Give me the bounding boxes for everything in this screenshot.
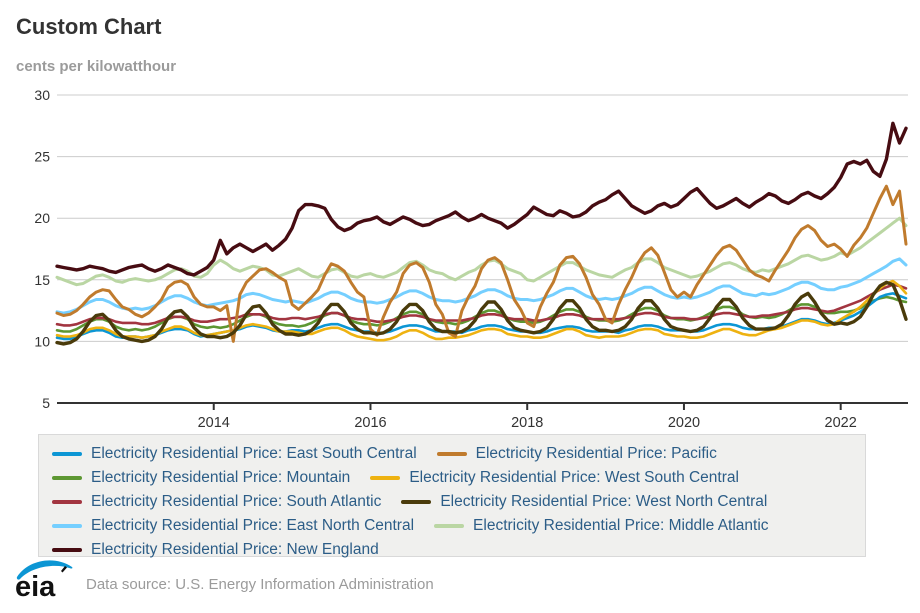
legend-swatch-icon: [436, 451, 467, 456]
y-tick-label-10: 10: [34, 333, 50, 349]
x-tick-label-2018: 2018: [511, 415, 543, 430]
legend-label: Electricity Residential Price: Pacific: [475, 444, 717, 462]
x-tick-label-2014: 2014: [198, 415, 230, 430]
series-line-south-atlantic: [55, 283, 908, 327]
legend-item-west-south-central[interactable]: Electricity Residential Price: West Sout…: [370, 466, 739, 489]
legend-swatch-icon: [434, 523, 465, 528]
footer: eia Data source: U.S. Energy Information…: [0, 556, 920, 606]
y-tick-label-15: 15: [34, 272, 50, 288]
legend-item-east-north-central[interactable]: Electricity Residential Price: East Nort…: [52, 514, 414, 537]
legend-label: Electricity Residential Price: East Nort…: [91, 516, 415, 534]
series-line-middle-atlantic: [55, 216, 908, 287]
series-line-west-south-central: [55, 279, 908, 342]
series-line-west-north-central: [55, 280, 908, 346]
eia-logo-text: eia: [15, 571, 56, 602]
legend-item-east-south-central[interactable]: Electricity Residential Price: East Sout…: [52, 442, 417, 465]
legend-swatch-icon: [52, 523, 82, 528]
data-source-text: Data source: U.S. Energy Information Adm…: [86, 576, 434, 593]
legend-item-pacific[interactable]: Electricity Residential Price: Pacific: [436, 442, 717, 465]
y-tick-label-30: 30: [34, 87, 50, 103]
y-tick-label-25: 25: [34, 149, 50, 165]
legend-label: Electricity Residential Price: Middle At…: [473, 516, 769, 534]
series-line-new-england: [55, 121, 908, 277]
x-tick-label-2020: 2020: [668, 415, 700, 430]
legend-item-middle-atlantic[interactable]: Electricity Residential Price: Middle At…: [434, 514, 769, 537]
eia-swoosh-icon: [16, 560, 73, 580]
legend-item-mountain[interactable]: Electricity Residential Price: Mountain: [52, 466, 350, 489]
legend-label: Electricity Residential Price: New Engla…: [91, 540, 379, 558]
y-tick-label-20: 20: [34, 210, 50, 226]
legend-label: Electricity Residential Price: Mountain: [91, 468, 351, 486]
x-tick-label-2022: 2022: [825, 415, 857, 430]
chart-legend: Electricity Residential Price: East Sout…: [38, 434, 866, 558]
legend-label: Electricity Residential Price: South Atl…: [91, 492, 382, 510]
y-tick-label-5: 5: [42, 395, 50, 411]
legend-item-south-atlantic[interactable]: Electricity Residential Price: South Atl…: [52, 490, 381, 513]
legend-item-west-north-central[interactable]: Electricity Residential Price: West Nort…: [401, 490, 767, 513]
legend-swatch-icon: [370, 475, 401, 480]
eia-logo[interactable]: eia: [14, 558, 76, 602]
series-line-mountain: [55, 295, 908, 333]
legend-label: Electricity Residential Price: West Nort…: [440, 492, 768, 510]
legend-swatch-icon: [52, 547, 82, 552]
legend-swatch-icon: [52, 499, 82, 504]
chart-plot: 30 25 20 15 10 5 2014 2016 2018 2020 2022: [34, 87, 908, 430]
legend-item-new-england[interactable]: Electricity Residential Price: New Engla…: [52, 538, 379, 561]
eia-logo-apostrophe: [61, 566, 67, 573]
legend-swatch-icon: [52, 451, 82, 456]
series-line-pacific: [55, 184, 908, 343]
chart-units-label: cents per kilowatthour: [16, 58, 177, 75]
legend-swatch-icon: [52, 475, 82, 480]
legend-label: Electricity Residential Price: West Sout…: [409, 468, 739, 486]
x-tick-label-2016: 2016: [354, 415, 386, 430]
page-title: Custom Chart: [16, 14, 162, 39]
legend-swatch-icon: [401, 499, 432, 504]
legend-label: Electricity Residential Price: East Sout…: [91, 444, 417, 462]
